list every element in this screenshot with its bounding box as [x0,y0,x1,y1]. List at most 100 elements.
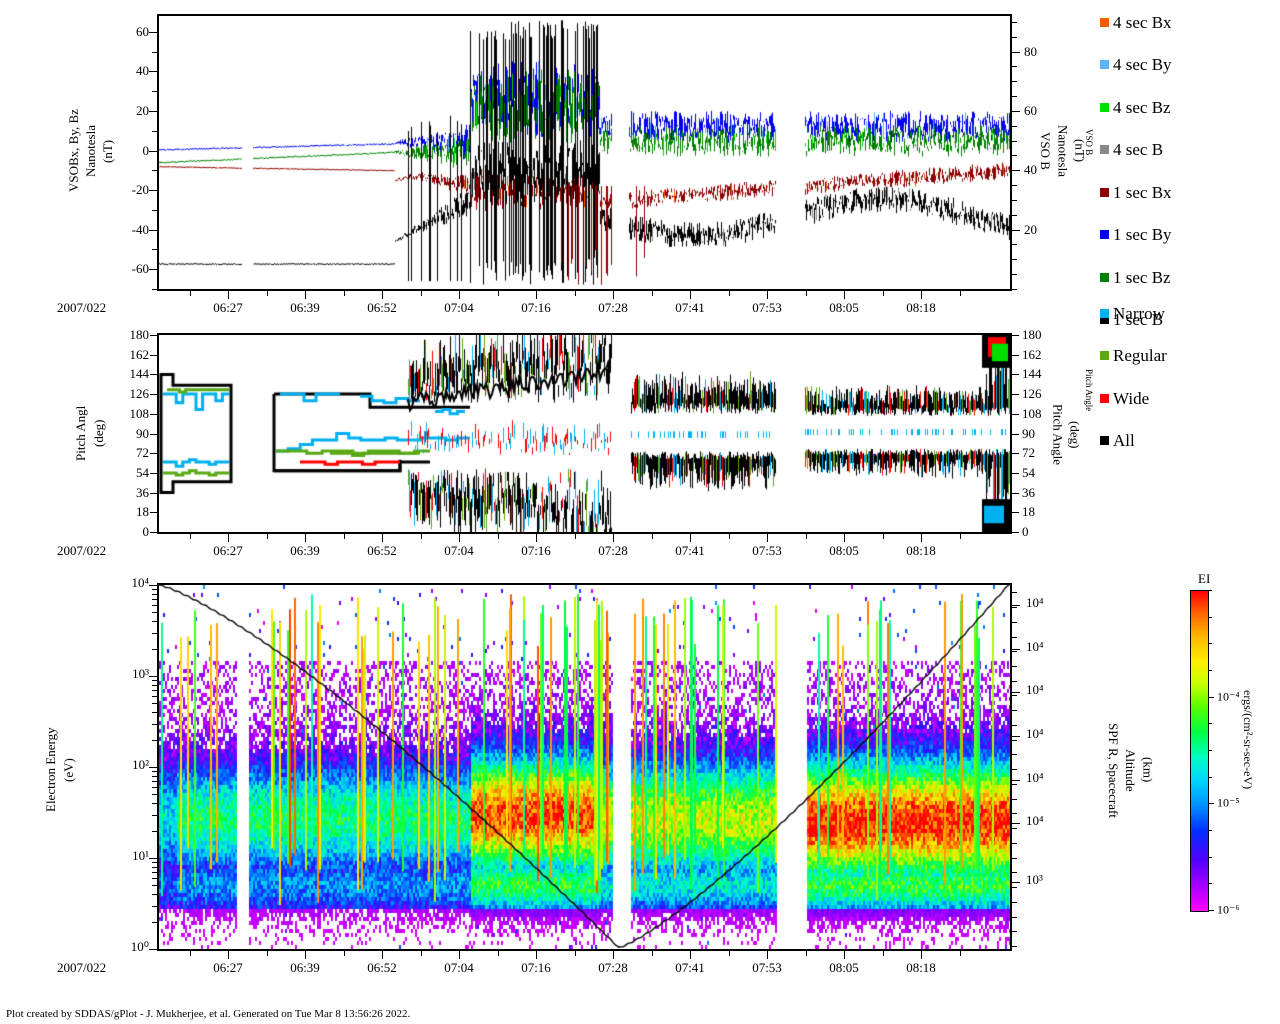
panel3-xtick-0805: 08:05 [829,960,859,975]
legend-swatch-icon [1100,315,1109,324]
colorbar-title: EI [1198,571,1211,586]
panel1-xtick-0818: 08:18 [906,300,936,315]
panel1-ytick-60: 60 [136,23,149,39]
legend-item-all[interactable]: All [1100,432,1135,449]
legend-swatch-icon [1100,308,1109,318]
axis-tick [152,589,157,590]
axis-tick [613,951,614,959]
axis-tick [1012,493,1019,494]
legend-item-4-sec-bx[interactable]: 4 sec Bx [1100,14,1172,31]
panel2-ytick-right-18: 18 [1022,504,1035,520]
panel3-ytick-right-1: 10⁴ [1026,638,1044,654]
panel2-ytick-right-108: 108 [1022,405,1042,421]
axis-tick [152,690,157,691]
panel1-ylabel-line3: (nT) [100,139,116,163]
panel1-ytick-right-60: 60 [1024,102,1037,118]
panel1-ylabel-right-line2: Nanotesla [1055,125,1071,177]
legend-label: 4 sec B [1113,140,1164,159]
axis-tick [1012,725,1017,726]
axis-tick [459,951,460,959]
axis-tick [149,767,157,768]
axis-tick [190,291,191,296]
axis-tick [1012,813,1017,814]
axis-tick [152,885,157,886]
axis-tick [150,493,157,494]
axis-tick [1012,736,1020,737]
legend-item-narrow[interactable]: Narrow [1100,305,1165,322]
panel1-xtick-0741: 07:41 [675,300,705,315]
axis-tick [1012,414,1019,415]
colorbar-minor-tick [1208,910,1212,911]
axis-tick [150,414,157,415]
axis-tick [690,291,691,299]
panel3-xtick-0818: 08:18 [906,960,936,975]
panel3-ylabel-line2: (eV) [60,758,76,782]
axis-tick [228,951,229,959]
axis-tick [1012,843,1017,844]
axis-tick [152,867,157,868]
axis-tick [152,685,157,686]
axis-tick [152,878,157,879]
panel2-ylabel-right-line2: (deg) [1067,421,1083,449]
axis-tick [536,534,537,542]
legend-item-wide[interactable]: Wide [1100,390,1149,407]
legend-item-1-sec-b[interactable]: 1 sec B [1100,311,1163,328]
legend-label: 1 sec By [1113,225,1172,244]
panel1-ytick-right-40: 40 [1024,162,1037,178]
axis-tick [844,534,845,542]
axis-tick [536,291,537,299]
colorbar-tick-label-2: 10⁻⁶ [1217,902,1240,917]
axis-tick [344,291,345,296]
panel2-xtick-0728: 07:28 [598,543,628,558]
legend-item-1-sec-bz[interactable]: 1 sec Bz [1100,269,1171,286]
panel2-ytick-right-126: 126 [1022,386,1042,402]
axis-tick [1012,740,1017,741]
axis-tick [149,676,157,677]
colorbar-gradient [1190,590,1209,912]
colorbar-minor-tick [1208,697,1212,698]
axis-tick [921,534,922,542]
axis-tick [1012,37,1017,38]
legend-swatch-icon [1100,17,1109,27]
axis-tick [152,151,157,152]
axis-tick [305,534,306,542]
axis-tick [152,633,157,634]
panel3-ylabel-right-line2: Altitude [1123,748,1138,792]
panel1-xtick-0728: 07:28 [598,300,628,315]
axis-tick [921,951,922,959]
panel1-y-axis-title-right: VSO B Nanotesla (nT) [1038,96,1088,206]
legend-item-1-sec-by[interactable]: 1 sec By [1100,225,1172,244]
axis-tick [1012,374,1019,375]
panel3-ytick-right-3: 10⁴ [1026,726,1044,742]
axis-tick [1012,946,1017,947]
axis-tick [1012,434,1019,435]
axis-tick [960,534,961,539]
panel3-xtick-0627: 06:27 [213,960,243,975]
legend-item-1-sec-bx[interactable]: 1 sec Bx [1100,184,1172,201]
footer-credit: Plot created by SDDAS/gPlot - J. Mukherj… [6,1008,411,1020]
axis-tick [152,781,157,782]
legend-item-regular[interactable]: Regular [1100,347,1167,364]
legend-item-4-sec-bz[interactable]: 4 sec Bz [1100,99,1171,116]
colorbar-minor-tick [1208,803,1212,804]
axis-tick [883,534,884,539]
legend-item-4-sec-by[interactable]: 4 sec By [1100,56,1172,73]
panel2-ytick-36: 36 [136,484,149,500]
axis-tick [729,951,730,956]
panel2-xtick-0639: 06:39 [290,543,320,558]
axis-tick [150,355,157,356]
panel2-ylabel-right-line1: Pitch Angle [1050,404,1066,466]
legend-item-4-sec-b[interactable]: 4 sec B [1100,140,1164,159]
axis-tick [150,532,157,533]
panel3-ytick-2: 10² [132,757,149,772]
axis-tick [498,291,499,296]
axis-tick [1012,155,1017,156]
axis-tick [1012,111,1017,112]
axis-tick [152,740,157,741]
axis-tick [1012,200,1017,201]
legend-swatch-icon [1100,436,1109,445]
panel2-ytick-right-90: 90 [1022,425,1035,441]
legend-group-label-pitch-angle: Pitch Angle [1084,369,1094,412]
axis-tick [152,91,157,92]
panel3-xtick-0753: 07:53 [752,960,782,975]
